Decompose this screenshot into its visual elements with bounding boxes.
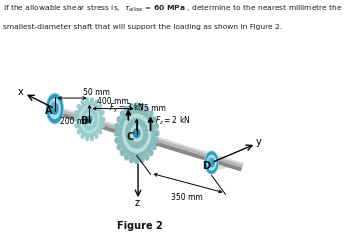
Ellipse shape xyxy=(81,134,84,138)
Ellipse shape xyxy=(91,98,93,102)
Text: 350 mm: 350 mm xyxy=(171,193,203,202)
Ellipse shape xyxy=(154,123,158,129)
Ellipse shape xyxy=(80,105,99,133)
Ellipse shape xyxy=(152,117,156,122)
Text: 50 mm: 50 mm xyxy=(83,88,110,97)
Ellipse shape xyxy=(75,124,78,128)
Ellipse shape xyxy=(209,157,212,163)
Ellipse shape xyxy=(46,93,63,124)
Ellipse shape xyxy=(77,105,80,108)
Text: y: y xyxy=(256,137,262,148)
Ellipse shape xyxy=(119,109,155,158)
Text: smallest-diameter shaft that will support the loading as shown in Figure 2.: smallest-diameter shaft that will suppor… xyxy=(4,24,282,30)
Ellipse shape xyxy=(149,150,153,156)
Ellipse shape xyxy=(115,123,119,129)
Ellipse shape xyxy=(155,131,159,136)
Text: 400 mm: 400 mm xyxy=(97,97,129,105)
Ellipse shape xyxy=(205,151,218,174)
Ellipse shape xyxy=(76,123,113,128)
Ellipse shape xyxy=(125,107,128,112)
Polygon shape xyxy=(48,107,243,168)
Ellipse shape xyxy=(86,137,89,140)
Text: D: D xyxy=(203,161,211,171)
Ellipse shape xyxy=(47,95,63,123)
Ellipse shape xyxy=(117,117,121,122)
Text: C: C xyxy=(126,132,133,142)
Text: Figure 2: Figure 2 xyxy=(117,221,162,231)
Ellipse shape xyxy=(114,131,118,136)
Ellipse shape xyxy=(149,111,153,116)
Ellipse shape xyxy=(209,158,214,167)
Text: B: B xyxy=(80,116,87,126)
Ellipse shape xyxy=(101,124,104,128)
Ellipse shape xyxy=(51,101,55,109)
Ellipse shape xyxy=(99,105,101,108)
Ellipse shape xyxy=(74,117,77,121)
Ellipse shape xyxy=(82,109,97,130)
Text: 75 mm: 75 mm xyxy=(139,104,166,113)
Ellipse shape xyxy=(91,137,93,140)
Ellipse shape xyxy=(99,130,101,134)
Ellipse shape xyxy=(95,100,98,104)
Ellipse shape xyxy=(205,152,218,173)
Ellipse shape xyxy=(77,101,102,137)
Text: z: z xyxy=(135,198,140,208)
Ellipse shape xyxy=(125,154,128,160)
Ellipse shape xyxy=(85,114,93,125)
Text: x: x xyxy=(18,87,23,97)
Ellipse shape xyxy=(133,129,140,138)
Ellipse shape xyxy=(152,144,156,150)
Ellipse shape xyxy=(115,138,119,143)
Ellipse shape xyxy=(126,118,147,148)
Ellipse shape xyxy=(154,138,158,143)
Polygon shape xyxy=(47,110,241,171)
Ellipse shape xyxy=(75,110,78,114)
Ellipse shape xyxy=(204,165,226,169)
Ellipse shape xyxy=(77,130,80,134)
Ellipse shape xyxy=(140,104,144,109)
Ellipse shape xyxy=(130,104,133,109)
Ellipse shape xyxy=(117,144,121,150)
Ellipse shape xyxy=(135,158,139,164)
Ellipse shape xyxy=(81,100,84,104)
Ellipse shape xyxy=(52,103,58,114)
Text: If the allowable shear stress is,  $\tau_{\mathit{allow}}$ = $\mathbf{60\ MPa}$ : If the allowable shear stress is, $\tau_… xyxy=(4,4,343,14)
Ellipse shape xyxy=(117,138,171,146)
Ellipse shape xyxy=(145,154,149,160)
Ellipse shape xyxy=(49,99,60,118)
Ellipse shape xyxy=(145,107,149,112)
Text: A: A xyxy=(45,106,52,116)
Ellipse shape xyxy=(87,116,92,122)
Ellipse shape xyxy=(86,98,89,102)
Text: 200 mm: 200 mm xyxy=(60,117,92,126)
Text: $F_z = 2\ \mathrm{kN}$: $F_z = 2\ \mathrm{kN}$ xyxy=(155,114,190,127)
Ellipse shape xyxy=(123,114,150,152)
Ellipse shape xyxy=(140,157,144,163)
Text: $F_y = 3\ \mathrm{kN}$: $F_y = 3\ \mathrm{kN}$ xyxy=(109,102,145,115)
Ellipse shape xyxy=(102,117,105,121)
Ellipse shape xyxy=(135,103,139,108)
Ellipse shape xyxy=(131,125,142,141)
Ellipse shape xyxy=(46,111,73,117)
Ellipse shape xyxy=(101,110,104,114)
Ellipse shape xyxy=(207,155,216,170)
Ellipse shape xyxy=(130,157,133,163)
Ellipse shape xyxy=(95,134,98,138)
Polygon shape xyxy=(50,105,243,165)
Ellipse shape xyxy=(120,150,124,156)
Ellipse shape xyxy=(120,111,124,116)
